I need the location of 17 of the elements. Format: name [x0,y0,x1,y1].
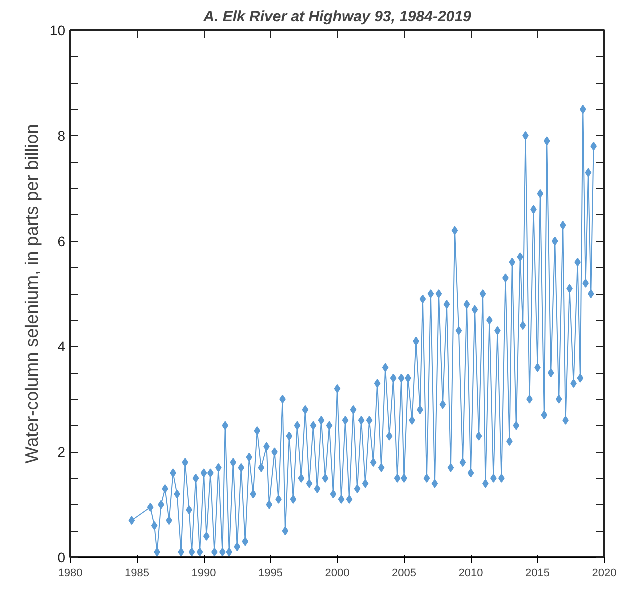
y-tick-label: 10 [50,22,66,38]
x-tick-label: 2020 [592,568,617,580]
y-axis-title: Water-column selenium, in parts per billion [22,124,42,464]
y-tick-label: 2 [58,444,66,460]
y-tick-label: 8 [58,128,66,144]
y-tick-label: 6 [58,233,66,250]
y-tick-label: 0 [58,550,66,566]
x-tick-label: 1980 [58,568,83,580]
y-tick-label: 4 [58,338,66,355]
x-tick-label: 2010 [458,568,484,580]
x-tick-label: 2015 [526,568,550,580]
x-tick-label: 1995 [258,568,283,580]
x-tick-label: 2005 [392,568,416,580]
chart-title: A. Elk River at Highway 93, 1984-2019 [202,8,472,26]
x-tick-label: 1990 [192,568,216,580]
x-tick-label: 1985 [125,568,150,580]
x-tick-label: 2000 [325,568,350,580]
